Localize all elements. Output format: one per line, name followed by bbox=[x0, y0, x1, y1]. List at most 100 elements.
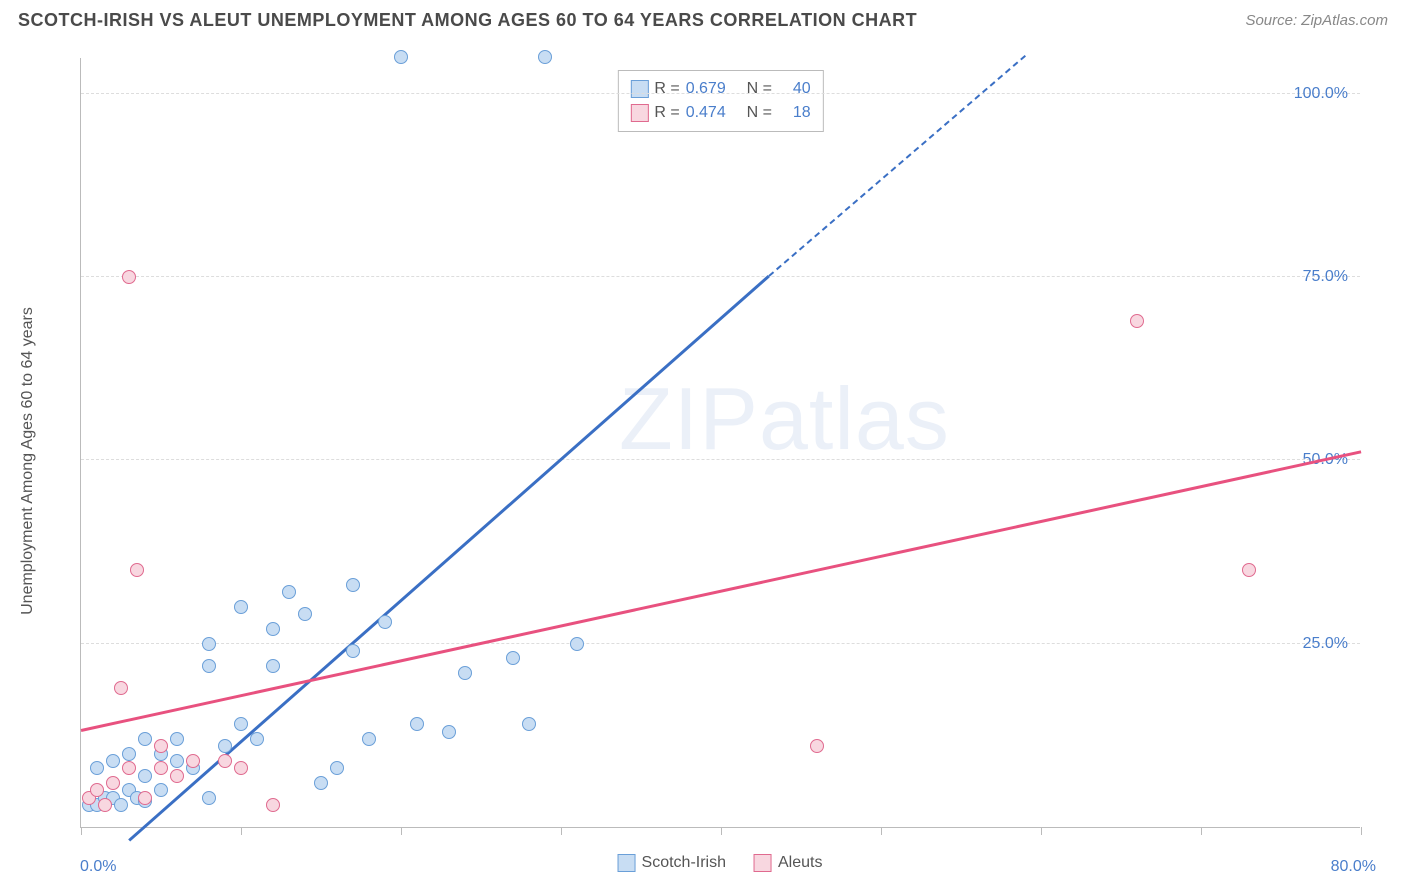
legend-n-value: 40 bbox=[793, 77, 811, 101]
data-point bbox=[346, 578, 360, 592]
data-point bbox=[154, 761, 168, 775]
legend-stats: R = 0.679 N = 40R = 0.474 N = 18 bbox=[617, 70, 823, 132]
x-tick bbox=[1201, 827, 1202, 835]
data-point bbox=[330, 761, 344, 775]
data-point bbox=[458, 666, 472, 680]
data-point bbox=[122, 761, 136, 775]
legend-item: Aleuts bbox=[754, 854, 822, 872]
data-point bbox=[138, 769, 152, 783]
y-tick-label: 100.0% bbox=[1294, 85, 1348, 103]
data-point bbox=[114, 798, 128, 812]
y-tick-label: 75.0% bbox=[1303, 268, 1348, 286]
data-point bbox=[98, 798, 112, 812]
data-point bbox=[114, 681, 128, 695]
gridline bbox=[81, 276, 1360, 277]
data-point bbox=[122, 270, 136, 284]
data-point bbox=[154, 739, 168, 753]
data-point bbox=[202, 637, 216, 651]
data-point bbox=[234, 600, 248, 614]
data-point bbox=[138, 732, 152, 746]
data-point bbox=[106, 754, 120, 768]
data-point bbox=[410, 717, 424, 731]
legend-r-value: 0.474 bbox=[686, 101, 726, 125]
data-point bbox=[250, 732, 264, 746]
data-point bbox=[570, 637, 584, 651]
data-point bbox=[1242, 563, 1256, 577]
chart-title: SCOTCH-IRISH VS ALEUT UNEMPLOYMENT AMONG… bbox=[18, 10, 917, 31]
legend-swatch bbox=[630, 80, 648, 98]
trend-line bbox=[81, 451, 1362, 732]
legend-swatch bbox=[754, 854, 772, 872]
data-point bbox=[170, 732, 184, 746]
x-axis-min: 0.0% bbox=[80, 858, 116, 876]
data-point bbox=[362, 732, 376, 746]
data-point bbox=[170, 754, 184, 768]
legend-r-value: 0.679 bbox=[686, 77, 726, 101]
x-axis-max: 80.0% bbox=[1331, 858, 1376, 876]
data-point bbox=[90, 783, 104, 797]
data-point bbox=[202, 659, 216, 673]
legend-item: Scotch-Irish bbox=[618, 854, 726, 872]
data-point bbox=[538, 50, 552, 64]
data-point bbox=[218, 739, 232, 753]
data-point bbox=[314, 776, 328, 790]
gridline bbox=[81, 643, 1360, 644]
data-point bbox=[234, 717, 248, 731]
legend-stat-row: R = 0.474 N = 18 bbox=[630, 101, 810, 125]
plot-region: ZIPatlas R = 0.679 N = 40R = 0.474 N = 1… bbox=[80, 58, 1360, 828]
data-point bbox=[122, 747, 136, 761]
data-point bbox=[186, 754, 200, 768]
x-tick bbox=[1361, 827, 1362, 835]
x-tick bbox=[881, 827, 882, 835]
data-point bbox=[138, 791, 152, 805]
data-point bbox=[442, 725, 456, 739]
data-point bbox=[282, 585, 296, 599]
x-tick bbox=[721, 827, 722, 835]
data-point bbox=[394, 50, 408, 64]
x-tick bbox=[1041, 827, 1042, 835]
gridline bbox=[81, 459, 1360, 460]
data-point bbox=[154, 783, 168, 797]
y-axis-label: Unemployment Among Ages 60 to 64 years bbox=[19, 307, 37, 615]
data-point bbox=[266, 659, 280, 673]
data-point bbox=[106, 776, 120, 790]
legend-swatch bbox=[618, 854, 636, 872]
data-point bbox=[202, 791, 216, 805]
data-point bbox=[130, 563, 144, 577]
y-tick-label: 25.0% bbox=[1303, 635, 1348, 653]
legend-label: Scotch-Irish bbox=[642, 854, 726, 871]
data-point bbox=[810, 739, 824, 753]
legend-n-label: N = bbox=[747, 101, 772, 125]
data-point bbox=[298, 607, 312, 621]
data-point bbox=[506, 651, 520, 665]
legend-label: Aleuts bbox=[778, 854, 822, 871]
chart-area: Unemployment Among Ages 60 to 64 years Z… bbox=[50, 48, 1390, 874]
watermark-light: atlas bbox=[759, 369, 950, 468]
legend-n-value: 18 bbox=[793, 101, 811, 125]
x-tick bbox=[241, 827, 242, 835]
x-tick bbox=[401, 827, 402, 835]
data-point bbox=[234, 761, 248, 775]
x-tick bbox=[561, 827, 562, 835]
legend-stat-row: R = 0.679 N = 40 bbox=[630, 77, 810, 101]
data-point bbox=[170, 769, 184, 783]
data-point bbox=[266, 798, 280, 812]
source-attribution: Source: ZipAtlas.com bbox=[1245, 12, 1388, 29]
data-point bbox=[90, 761, 104, 775]
legend-r-label: R = bbox=[654, 77, 679, 101]
data-point bbox=[218, 754, 232, 768]
legend-swatch bbox=[630, 104, 648, 122]
gridline bbox=[81, 93, 1360, 94]
title-bar: SCOTCH-IRISH VS ALEUT UNEMPLOYMENT AMONG… bbox=[0, 0, 1406, 37]
data-point bbox=[1130, 314, 1144, 328]
legend-series: Scotch-Irish Aleuts bbox=[618, 854, 823, 872]
data-point bbox=[266, 622, 280, 636]
data-point bbox=[378, 615, 392, 629]
legend-n-label: N = bbox=[747, 77, 772, 101]
data-point bbox=[522, 717, 536, 731]
watermark: ZIPatlas bbox=[619, 368, 950, 470]
legend-r-label: R = bbox=[654, 101, 679, 125]
data-point bbox=[346, 644, 360, 658]
x-tick bbox=[81, 827, 82, 835]
watermark-bold: ZIP bbox=[619, 369, 759, 468]
